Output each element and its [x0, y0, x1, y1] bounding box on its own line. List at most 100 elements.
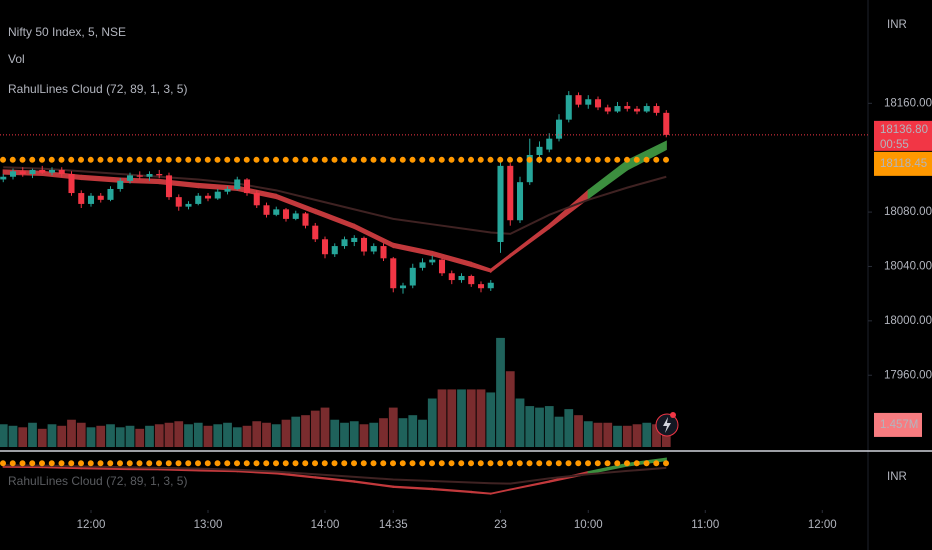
volume-bar [67, 419, 76, 447]
candle-body [185, 203, 192, 207]
candle-body [253, 193, 260, 206]
candle-body [477, 284, 485, 289]
candle-body [195, 195, 202, 204]
volume-bar [583, 421, 593, 447]
volume-bar [193, 422, 203, 447]
candle-body [0, 176, 7, 180]
candle-body [263, 205, 270, 215]
volume-title: Vol [8, 52, 25, 66]
volume-bar [310, 410, 320, 447]
alert-dot[interactable] [670, 412, 676, 418]
candle-body [156, 174, 163, 176]
volume-bar [457, 389, 466, 447]
candle-body [643, 106, 650, 112]
volume-bar [223, 422, 232, 447]
volume-bar [388, 407, 398, 447]
volume-bar [57, 425, 67, 447]
candle-body [126, 175, 134, 181]
currency-label-lower: INR [887, 471, 907, 483]
volume-bar [291, 416, 301, 447]
candle-body [565, 95, 572, 120]
volume-value-label: 1.457M [880, 419, 918, 431]
y-tick-label: 18040.00 [884, 260, 932, 272]
candle-body [9, 171, 17, 177]
candle-body [536, 146, 543, 155]
volume-box [874, 412, 922, 437]
candle-body [604, 107, 611, 112]
volume-bar [613, 425, 622, 447]
y-tick-label: 18080.00 [884, 206, 932, 218]
volume-bar [398, 418, 408, 447]
volume-bar [47, 424, 57, 447]
volume-bar [242, 425, 252, 447]
candle-body [48, 169, 56, 173]
volume-bar [301, 415, 310, 447]
volume-bar [544, 406, 554, 447]
candle-body [653, 106, 660, 113]
candle-body [526, 154, 533, 183]
candle-body [282, 209, 290, 219]
y-tick-label: 17960.00 [884, 369, 932, 381]
volume-bar [466, 389, 476, 447]
candle-body [507, 165, 514, 221]
candle-body [243, 179, 251, 194]
alert-icon[interactable] [655, 412, 679, 437]
candle-body [380, 246, 387, 259]
volume-bar [642, 422, 652, 447]
candle-body [29, 169, 36, 175]
volume-bar [252, 421, 262, 447]
x-tick-label: 11:00 [691, 519, 719, 531]
volume-bar [320, 407, 330, 447]
candle-body [575, 95, 582, 105]
candle-body [302, 213, 309, 226]
candle-body [585, 99, 592, 105]
volume-bar [408, 415, 418, 447]
candle-body [409, 267, 416, 286]
volume-bar [115, 427, 125, 447]
volume-bar [418, 419, 427, 447]
volume-bar [496, 337, 505, 447]
volume-bar [447, 389, 457, 447]
candle-body [78, 193, 85, 204]
candle-body [234, 179, 241, 189]
volume-bar [505, 371, 515, 447]
volume-bar [96, 425, 106, 447]
volume-bar [145, 425, 154, 447]
marks: 17960.00 18000.00 18040.00 18080.00 18160.00… [0, 91, 932, 531]
volume-bar [262, 422, 271, 447]
volume-bar [515, 398, 525, 447]
volume-bar [349, 421, 359, 447]
candle-body [107, 188, 114, 200]
volume-bar [525, 406, 535, 447]
volume-bar [622, 425, 632, 447]
candle-body [458, 275, 465, 281]
x-tick-label: 14:35 [379, 519, 408, 531]
level-label: 18118.45 [880, 158, 927, 170]
price-label: 18136.80 [880, 124, 928, 136]
price-box [874, 120, 932, 151]
candle-body [39, 169, 46, 173]
candle-body [175, 197, 182, 207]
volume-bar [154, 424, 164, 447]
candle-body [624, 106, 631, 109]
candle-body [68, 174, 75, 194]
x-tick-label: 14:00 [311, 519, 340, 531]
volume-bar [486, 392, 496, 447]
volume-bar [574, 415, 583, 447]
candle-body [390, 258, 397, 289]
candle-body [360, 237, 368, 252]
volume-bar [135, 428, 145, 447]
volume-bar [174, 421, 184, 447]
trend-line [3, 166, 667, 235]
candle-body [19, 171, 26, 175]
candle-body [341, 239, 348, 247]
volume-bar [564, 409, 574, 447]
candle-body [136, 175, 143, 177]
volume-bar [8, 425, 18, 447]
volume-bar [232, 427, 242, 447]
volume-bar [28, 422, 37, 447]
volume-bar [379, 418, 388, 447]
candle-body [546, 138, 553, 150]
candle-body [399, 285, 407, 289]
alert-bolt[interactable] [663, 417, 671, 433]
